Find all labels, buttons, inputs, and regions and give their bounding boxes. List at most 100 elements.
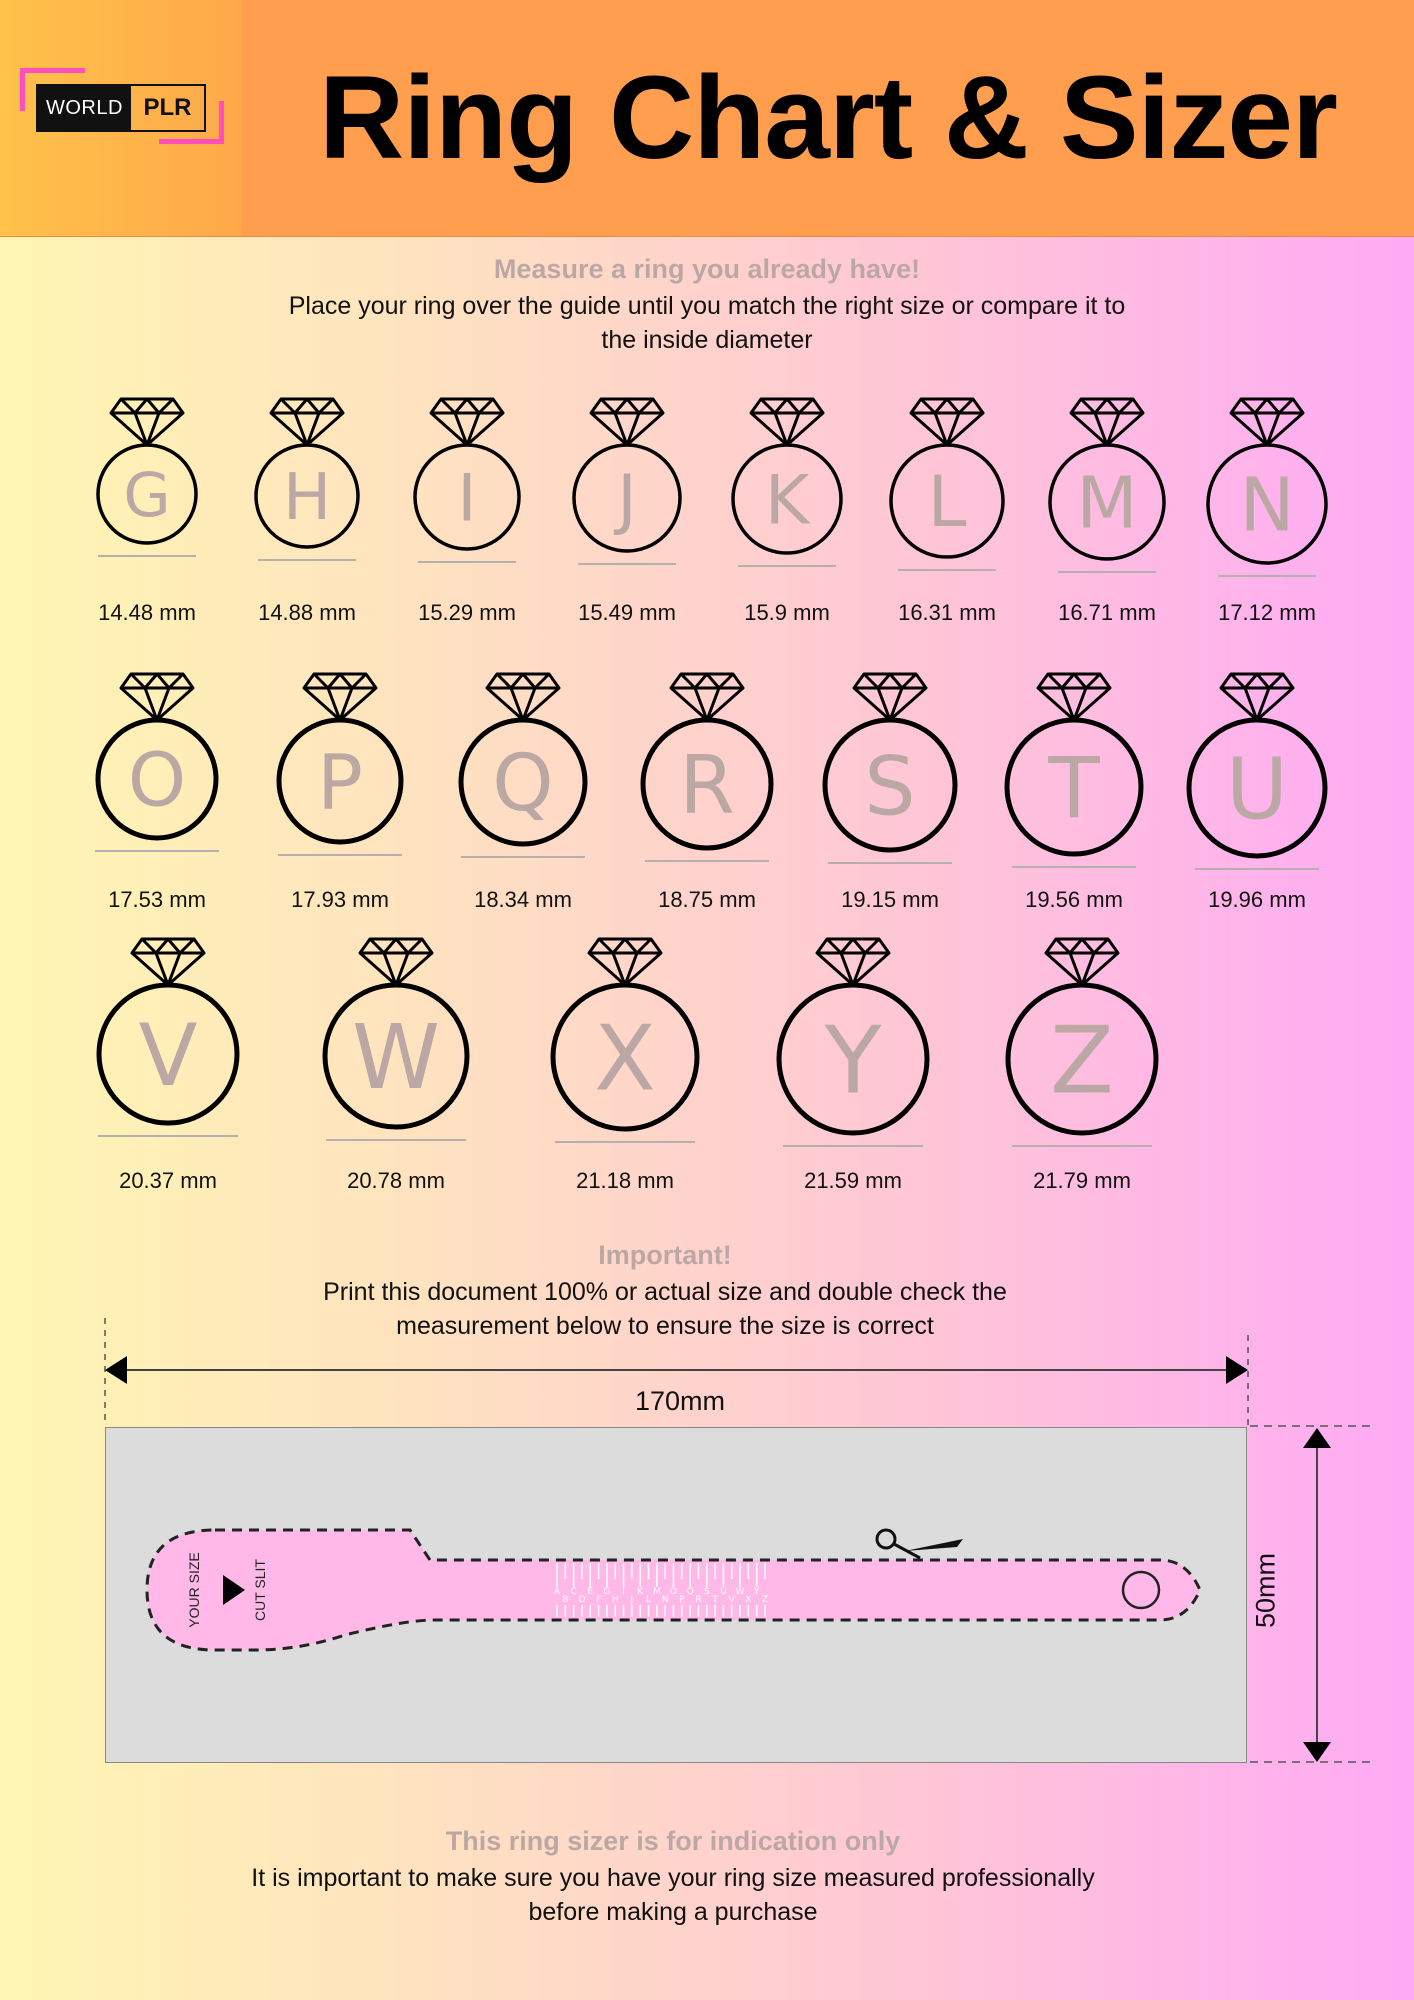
ring-band bbox=[731, 443, 843, 555]
ring-band bbox=[889, 443, 1005, 559]
logo-box: WORLD PLR bbox=[36, 84, 206, 132]
ring-size-label: 20.37 mm bbox=[119, 1168, 217, 1193]
ring-size-label: 16.71 mm bbox=[1058, 600, 1156, 625]
ring-size-label: 19.15 mm bbox=[841, 887, 939, 912]
ring-size-w: W 20.78 mm bbox=[311, 935, 481, 1193]
ring-icon: Q bbox=[458, 672, 588, 847]
diamond-icon bbox=[1229, 397, 1305, 447]
ring-underline bbox=[783, 1145, 923, 1147]
ring-icon: L bbox=[889, 397, 1005, 559]
important-heading: Important! bbox=[598, 1240, 732, 1270]
logo-accent bbox=[159, 101, 224, 144]
ring-underline bbox=[898, 569, 996, 571]
diamond-icon bbox=[1036, 672, 1112, 722]
ring-band bbox=[322, 982, 470, 1130]
ring-letter: R bbox=[679, 739, 735, 832]
ring-band bbox=[96, 982, 240, 1126]
ring-underline bbox=[326, 1139, 466, 1141]
ring-letter: S bbox=[864, 740, 915, 834]
ring-underline bbox=[258, 559, 356, 561]
diamond-icon bbox=[749, 397, 825, 447]
ring-underline bbox=[738, 565, 836, 567]
ring-band bbox=[96, 443, 198, 545]
diamond-icon bbox=[358, 937, 434, 987]
ring-band bbox=[95, 717, 219, 841]
ring-band bbox=[276, 717, 404, 845]
ring-size-l: L 16.31 mm bbox=[862, 395, 1032, 625]
ring-underline bbox=[1012, 866, 1136, 868]
ring-underline bbox=[1218, 575, 1316, 577]
ring-letter: L bbox=[928, 461, 967, 543]
diamond-icon bbox=[130, 937, 206, 987]
scale-letter: P bbox=[679, 1595, 685, 1605]
ring-band bbox=[1005, 982, 1159, 1136]
ring-band bbox=[1004, 717, 1144, 857]
ring-size-label: 18.75 mm bbox=[658, 887, 756, 912]
logo: WORLD PLR bbox=[20, 68, 224, 144]
ring-size-label: 20.78 mm bbox=[347, 1168, 445, 1193]
ring-letter: N bbox=[1239, 463, 1294, 549]
ring-size-y: Y 21.59 mm bbox=[768, 935, 938, 1193]
ring-size-label: 21.59 mm bbox=[804, 1168, 902, 1193]
scale-letter: M bbox=[653, 1587, 661, 1597]
ring-size-label: 14.48 mm bbox=[98, 600, 196, 625]
ring-size-label: 15.9 mm bbox=[744, 600, 830, 625]
ring-size-m: M 16.71 mm bbox=[1022, 395, 1192, 625]
ring-letter: J bbox=[613, 461, 636, 538]
ring-size-z: Z 21.79 mm bbox=[997, 935, 1167, 1193]
ring-underline bbox=[1012, 1145, 1152, 1147]
important-section: Important! Print this document 100% or a… bbox=[0, 1240, 1330, 1343]
scale-letter: V bbox=[729, 1595, 736, 1605]
diamond-icon bbox=[109, 397, 185, 447]
ring-icon: S bbox=[822, 672, 958, 853]
ring-size-label: 17.12 mm bbox=[1218, 600, 1316, 625]
ring-band bbox=[572, 443, 682, 553]
ring-icon: T bbox=[1004, 672, 1144, 857]
ring-underline bbox=[578, 563, 676, 565]
ring-band bbox=[1048, 443, 1166, 561]
scale-letter: Z bbox=[762, 1595, 768, 1605]
diamond-icon bbox=[302, 672, 378, 722]
diamond-icon bbox=[429, 397, 505, 447]
scale-letter: L bbox=[646, 1595, 651, 1605]
ring-icon: K bbox=[731, 397, 843, 555]
intro-section: Measure a ring you already have! Place y… bbox=[0, 254, 1414, 357]
important-line-2: measurement below to ensure the size is … bbox=[396, 1312, 934, 1340]
ring-underline bbox=[645, 860, 769, 862]
scale-letter: R bbox=[695, 1595, 701, 1605]
ring-size-j: J 15.49 mm bbox=[542, 395, 712, 625]
ring-letter: K bbox=[765, 461, 812, 540]
ring-size-q: Q 18.34 mm bbox=[438, 670, 608, 912]
ring-letter: X bbox=[594, 1006, 656, 1111]
ring-band bbox=[1206, 443, 1328, 565]
scale-letter: H bbox=[612, 1595, 619, 1605]
scale-letter: Y bbox=[753, 1587, 760, 1597]
disclaimer-heading: This ring sizer is for indication only bbox=[445, 1826, 901, 1856]
ring-icon: U bbox=[1186, 672, 1328, 859]
ring-band bbox=[413, 443, 521, 551]
disclaimer-line-1: It is important to make sure you have yo… bbox=[251, 1864, 1095, 1892]
scale-letter: K bbox=[637, 1587, 644, 1597]
logo-panel: WORLD PLR bbox=[0, 0, 242, 236]
ring-icon: R bbox=[640, 672, 774, 851]
ring-band bbox=[254, 443, 360, 549]
ring-underline bbox=[461, 856, 585, 858]
scale-letter: J bbox=[630, 1595, 634, 1605]
ring-icon: X bbox=[550, 937, 700, 1132]
ring-size-t: T 19.56 mm bbox=[989, 670, 1159, 912]
disclaimer-line-2: before making a purchase bbox=[528, 1898, 818, 1926]
ring-letter: Z bbox=[1050, 1006, 1114, 1114]
ring-underline bbox=[555, 1141, 695, 1143]
ring-band bbox=[640, 717, 774, 851]
ring-size-i: I 15.29 mm bbox=[382, 395, 552, 625]
ring-size-label: 17.93 mm bbox=[291, 887, 389, 912]
cut-slit-label: CUT SLIT bbox=[252, 1559, 268, 1621]
ring-size-label: 14.88 mm bbox=[258, 600, 356, 625]
ring-size-k: K 15.9 mm bbox=[702, 395, 872, 625]
ring-letter: P bbox=[317, 737, 363, 826]
diamond-icon bbox=[1044, 937, 1120, 987]
ring-icon: W bbox=[322, 937, 470, 1130]
ring-icon: O bbox=[95, 672, 219, 841]
